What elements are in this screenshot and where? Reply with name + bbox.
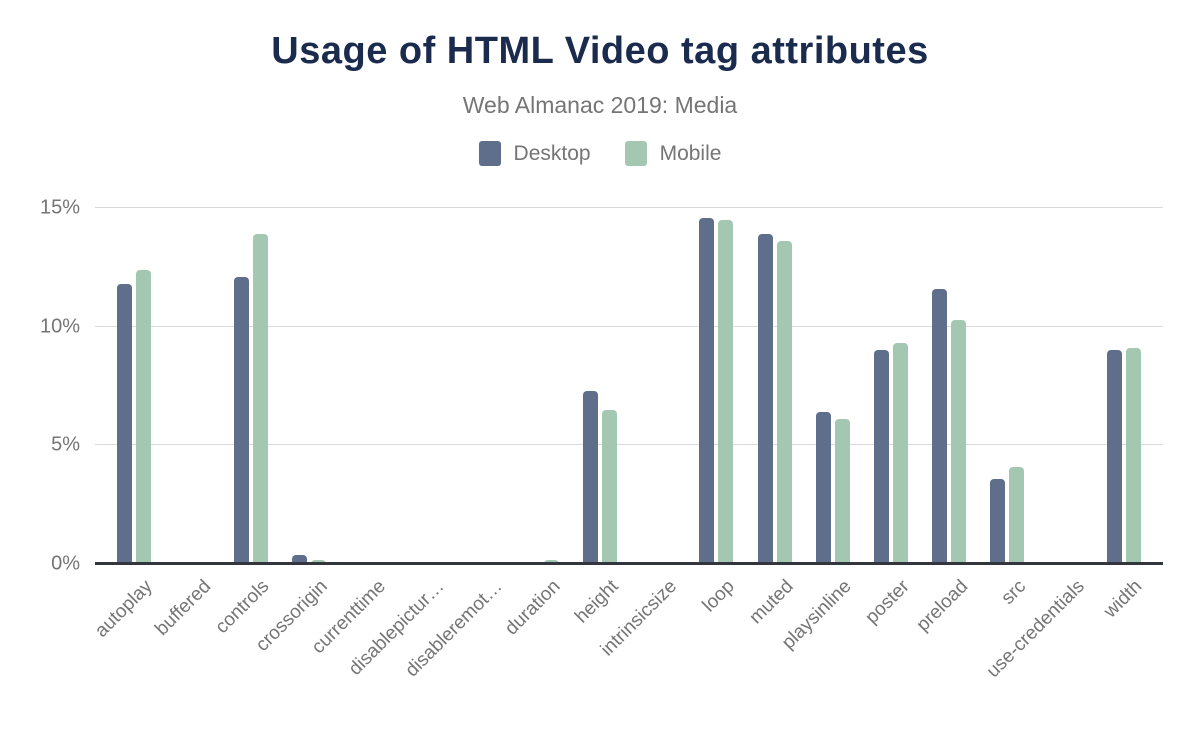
y-tick-label-10%: 10%: [39, 315, 80, 338]
bar-mobile-loop[interactable]: [718, 219, 734, 564]
bar-desktop-playsinline[interactable]: [815, 412, 831, 564]
x-tick-label-src: src: [997, 576, 1031, 609]
bar-desktop-height[interactable]: [582, 390, 598, 564]
category-slot-width: width: [1095, 208, 1153, 622]
category-slot-buffered: buffered: [151, 208, 221, 640]
bar-desktop-preload[interactable]: [932, 288, 948, 564]
category-slot-height: height: [571, 208, 629, 627]
x-tick-label-buffered: buffered: [151, 576, 216, 640]
category-slot-crossorigin: crossorigin: [252, 208, 338, 656]
x-axis-line: [95, 562, 1163, 565]
category-slot-intrinsicsize: intrinsicsize: [597, 208, 687, 660]
legend: Desktop Mobile: [0, 141, 1200, 166]
y-tick-label-15%: 15%: [39, 196, 80, 219]
bar-mobile-playsinline[interactable]: [834, 419, 850, 564]
category-slot-autoplay: autoplay: [91, 208, 163, 642]
x-tick-label-preload: preload: [912, 576, 973, 636]
bar-mobile-poster[interactable]: [892, 343, 908, 564]
bar-desktop-src[interactable]: [990, 478, 1006, 564]
category-slot-use-credentials: use-credentials: [983, 208, 1095, 682]
legend-swatch-desktop: [478, 141, 501, 166]
category-slot-controls: controls: [212, 208, 279, 638]
bar-desktop-poster[interactable]: [873, 350, 889, 564]
y-tick-label-5%: 5%: [51, 433, 80, 456]
plot-area: 0% 5% 10% 15% autoplay buffered controls crosso…: [40, 197, 1163, 682]
category-slot-muted: muted: [745, 208, 803, 628]
bar-mobile-height[interactable]: [601, 409, 617, 564]
bar-desktop-controls[interactable]: [233, 276, 249, 564]
x-tick-label-loop: loop: [698, 576, 740, 617]
category-slot-playsinline: playsinline: [778, 208, 862, 654]
legend-item-desktop[interactable]: Desktop: [478, 141, 591, 166]
x-tick-label-poster: poster: [861, 576, 914, 629]
x-tick-label-width: width: [1100, 576, 1147, 623]
category-slot-disablepictur: disablepictur…: [344, 208, 454, 680]
category-slot-loop: loop: [687, 208, 745, 616]
category-slot-src: src: [978, 208, 1036, 609]
x-tick-label-height: height: [571, 576, 623, 628]
legend-swatch-mobile: [624, 141, 647, 166]
category-slot-poster: poster: [862, 208, 920, 628]
category-slot-disableremot: disableremot…: [401, 208, 512, 681]
gridline-5%: [95, 444, 1163, 446]
chart-title: Usage of HTML Video tag attributes: [271, 30, 929, 72]
category-slot-preload: preload: [912, 208, 978, 636]
legend-label: Desktop: [513, 141, 591, 165]
category-slot-currenttime: currenttime: [308, 208, 396, 658]
bar-desktop-width[interactable]: [1106, 350, 1122, 564]
x-tick-label-autoplay: autoplay: [91, 576, 157, 642]
bar-desktop-autoplay[interactable]: [117, 283, 133, 564]
bar-mobile-preload[interactable]: [951, 319, 967, 564]
chart-subtitle: Web Almanac 2019: Media: [462, 92, 738, 118]
bar-desktop-loop[interactable]: [699, 217, 715, 564]
y-tick-label-0%: 0%: [51, 552, 80, 575]
legend-item-mobile[interactable]: Mobile: [624, 141, 722, 166]
gridline-15%: [95, 207, 1163, 208]
bar-mobile-autoplay[interactable]: [136, 269, 152, 564]
bar-mobile-muted[interactable]: [776, 241, 792, 564]
x-tick-label-muted: muted: [745, 576, 798, 629]
bar-slots: autoplay buffered controls crossorigin curre…: [91, 208, 1163, 682]
bar-desktop-crossorigin[interactable]: [291, 554, 307, 564]
legend-label: Mobile: [659, 141, 722, 165]
bar-desktop-muted[interactable]: [757, 234, 773, 564]
x-tick-label-duration: duration: [501, 576, 565, 640]
bar-mobile-width[interactable]: [1125, 348, 1141, 564]
category-slot-duration: duration: [501, 208, 571, 639]
gridline-10%: [95, 325, 1163, 327]
bar-mobile-controls[interactable]: [252, 234, 268, 564]
bar-mobile-src[interactable]: [1009, 466, 1025, 564]
